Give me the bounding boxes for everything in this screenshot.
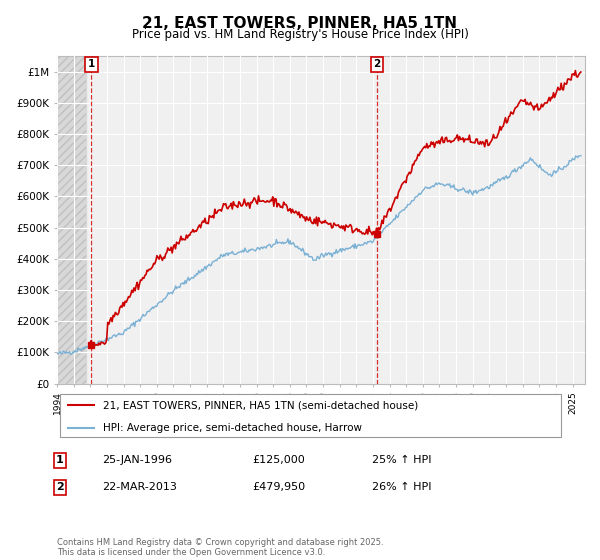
Text: Price paid vs. HM Land Registry's House Price Index (HPI): Price paid vs. HM Land Registry's House … [131,28,469,41]
Text: 1: 1 [56,455,64,465]
Text: 22-MAR-2013: 22-MAR-2013 [102,482,177,492]
Text: 25% ↑ HPI: 25% ↑ HPI [372,455,431,465]
Text: 2: 2 [56,482,64,492]
Text: 1: 1 [88,59,95,69]
Text: 26% ↑ HPI: 26% ↑ HPI [372,482,431,492]
FancyBboxPatch shape [59,394,562,437]
Text: 21, EAST TOWERS, PINNER, HA5 1TN: 21, EAST TOWERS, PINNER, HA5 1TN [143,16,458,31]
Text: 25-JAN-1996: 25-JAN-1996 [102,455,172,465]
Text: £479,950: £479,950 [252,482,305,492]
Bar [57,56,86,384]
Text: HPI: Average price, semi-detached house, Harrow: HPI: Average price, semi-detached house,… [103,423,362,433]
Text: Contains HM Land Registry data © Crown copyright and database right 2025.
This d: Contains HM Land Registry data © Crown c… [57,538,383,557]
Text: £125,000: £125,000 [252,455,305,465]
Text: 2: 2 [373,59,380,69]
Text: 21, EAST TOWERS, PINNER, HA5 1TN (semi-detached house): 21, EAST TOWERS, PINNER, HA5 1TN (semi-d… [103,400,418,410]
